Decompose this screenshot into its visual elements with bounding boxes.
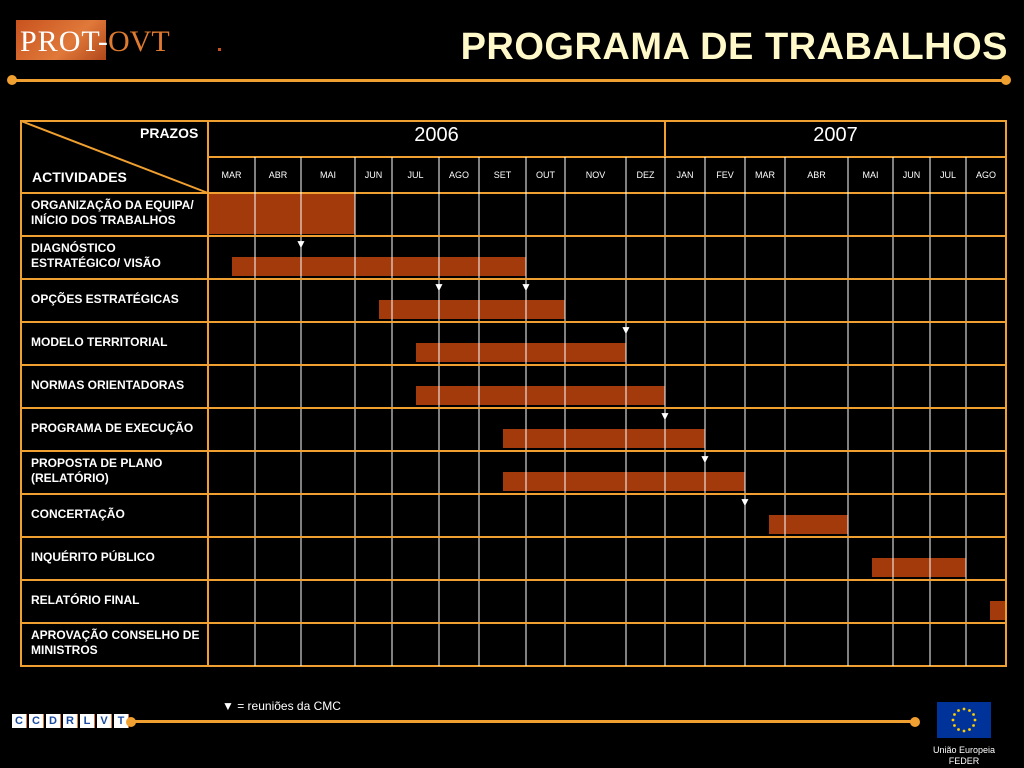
month-label: JUN [364,170,383,180]
activity-bar [503,429,705,448]
activity-bar [769,515,848,534]
eu-star [972,724,975,727]
eu-star [953,713,956,716]
month-label: JAN [676,170,694,180]
activity-bar [416,343,626,362]
month-label: FEV [716,170,734,180]
activity-bar [379,300,565,319]
actividades-header: ACTIVIDADES [32,169,127,185]
eu-star [962,707,966,711]
cmc-meeting-marker: ▼ [739,495,751,509]
cmc-meeting-marker: ▼ [433,280,445,294]
table-frame [20,120,1007,667]
activity-bar [990,601,1006,620]
legend: ▼ = reuniões da CMC [222,699,341,713]
month-label: NOV [585,170,606,180]
logo-text-ovt: OVT [108,25,170,58]
activity-label: ORGANIZAÇÃO DA EQUIPA/ INÍCIO DOS TRABAL… [31,198,194,227]
activity-label: OPÇÕES ESTRATÉGICAS [31,292,179,306]
eu-star [973,718,977,722]
eu-star [972,713,975,716]
activity-bar [503,472,745,491]
activity-label: NORMAS ORIENTADORAS [31,378,185,392]
logo-dot [218,48,221,51]
activity-label: PROPOSTA DE PLANO (RELATÓRIO) [31,456,163,485]
month-label: JUL [407,170,424,180]
eu-caption-line2: FEDER [948,756,980,766]
month-label: MAR [221,170,242,180]
month-label: AGO [975,170,996,180]
month-label: JUL [939,170,956,180]
top-rule [12,79,1006,82]
prazos-header: PRAZOS [140,125,199,141]
cmc-meeting-marker: ▼ [520,280,532,294]
activity-label: APROVAÇÃO CONSELHO DE MINISTROS [31,628,200,657]
month-label: MAI [319,170,336,180]
activity-label: MODELO TERRITORIAL [31,335,168,349]
month-label: JUN [902,170,921,180]
eu-caption-line1: União Europeia [932,745,996,755]
eu-star [951,718,955,722]
eu-flag-icon [937,702,991,738]
eu-star [957,728,960,731]
month-label: ABR [268,170,288,180]
activity-label: INQUÉRITO PÚBLICO [31,550,155,564]
month-label: DEZ [636,170,655,180]
activity-label: DIAGNÓSTICO ESTRATÉGICO/ VISÃO [31,241,161,270]
eu-star [968,728,971,731]
eu-star [962,729,966,733]
logo-text-prot: PROT- [20,25,109,58]
ccdr-letter: L [80,714,95,728]
top-rule-right-dot [1001,75,1011,85]
ccdr-letter: C [12,714,27,728]
ccdr-letter: V [97,714,112,728]
year-label: 2006 [414,124,459,146]
activity-bar [872,558,966,577]
month-label: AGO [448,170,469,180]
prot-ovt-logo [16,20,106,60]
cmc-meeting-marker: ▼ [620,323,632,337]
cmc-meeting-marker: ▼ [699,452,711,466]
activity-label: CONCERTAÇÃO [31,507,125,521]
activity-label: PROGRAMA DE EXECUÇÃO [31,421,194,435]
activity-bar [232,257,526,276]
month-label: MAI [862,170,879,180]
activity-label: RELATÓRIO FINAL [31,593,140,607]
activity-bar [208,194,355,234]
cmc-meeting-marker: ▼ [659,409,671,423]
month-label: MAR [755,170,775,180]
cmc-meeting-marker: ▼ [295,237,307,251]
ccdr-letter: C [29,714,44,728]
eu-star [957,709,960,712]
header-diagonal [20,120,209,194]
year-label: 2007 [813,124,858,146]
month-label: OUT [536,170,555,180]
eu-star [953,724,956,727]
bottom-rule-right-dot [910,717,920,727]
activity-bar [416,386,665,405]
ccdr-letter: R [63,714,78,728]
month-label: SET [493,170,512,180]
eu-caption: União Europeia FEDER [920,745,1008,767]
page-title: PROGRAMA DE TRABALHOS [460,26,1008,68]
month-label: ABR [807,170,826,180]
ccdr-letter: D [46,714,61,728]
bottom-rule [131,720,915,723]
eu-star [968,709,971,712]
